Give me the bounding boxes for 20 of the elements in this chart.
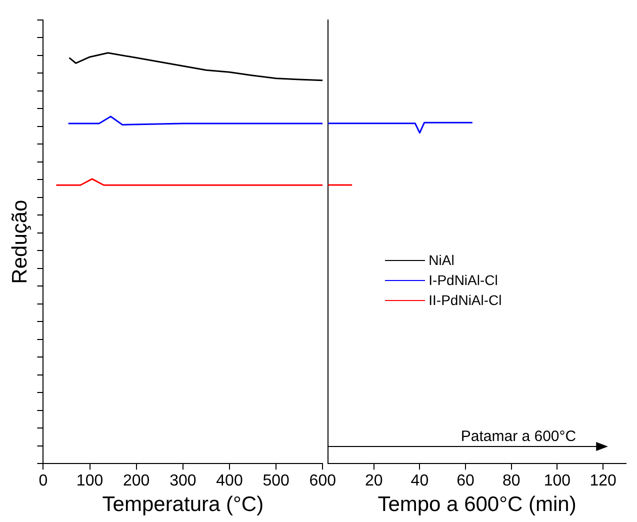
legend-label: II-PdNiAl-Cl <box>428 292 502 308</box>
x-tick-label: 200 <box>123 472 150 490</box>
x-tick-label: 120 <box>590 472 617 490</box>
x-tick-label: 80 <box>502 472 520 490</box>
x-tick-label: 100 <box>76 472 104 490</box>
x-tick-label: 100 <box>544 472 571 490</box>
x-tick-label: 300 <box>170 472 196 490</box>
legend-label: NiAl <box>428 252 454 268</box>
x-tick-label: 0 <box>38 472 48 490</box>
x-axis-title: Temperatura (°C) <box>102 493 264 516</box>
annotation: Patamar a 600°C <box>460 428 576 446</box>
x-tick-label: 40 <box>410 472 429 490</box>
x-tick-label: 400 <box>216 472 243 490</box>
y-axis-title: Redução <box>8 200 32 284</box>
x-tick-label: 60 <box>456 472 475 490</box>
x-tick-label: 20 <box>364 472 383 490</box>
legend-label: I-PdNiAl-Cl <box>428 272 498 288</box>
x-axis-title: Tempo a 600°C (min) <box>378 493 576 516</box>
x-tick-label: 600 <box>309 472 336 490</box>
x-tick-label: 500 <box>262 472 290 490</box>
